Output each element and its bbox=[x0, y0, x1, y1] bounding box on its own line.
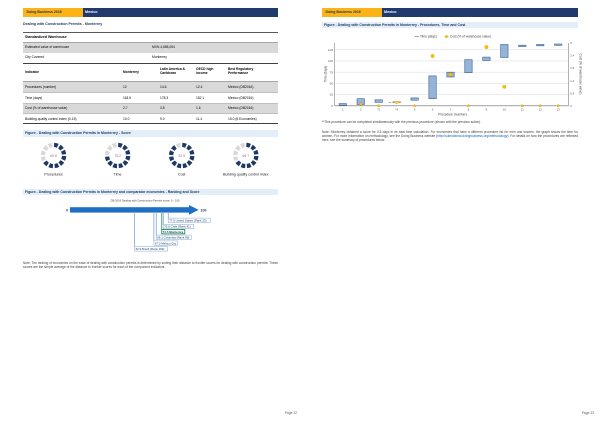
svg-text:0: 0 bbox=[570, 104, 572, 108]
svg-text:2.4: 2.4 bbox=[570, 54, 575, 58]
svg-text:125: 125 bbox=[328, 48, 333, 52]
svg-text:Cost (% of warehouse value): Cost (% of warehouse value) bbox=[579, 54, 583, 95]
svg-text:1.2: 1.2 bbox=[570, 79, 575, 83]
svg-text:69.6: 69.6 bbox=[50, 154, 57, 158]
svg-text:50: 50 bbox=[330, 81, 334, 85]
svg-text:1.8: 1.8 bbox=[570, 66, 575, 70]
svg-text:74.5 Monterrey: 74.5 Monterrey bbox=[163, 230, 184, 234]
svg-text:100: 100 bbox=[328, 59, 333, 63]
svg-text:3: 3 bbox=[570, 41, 572, 45]
svg-text:0.6: 0.6 bbox=[570, 91, 575, 95]
svg-text:12: 12 bbox=[539, 107, 543, 111]
svg-text:*3: *3 bbox=[377, 107, 380, 111]
svg-text:8: 8 bbox=[468, 107, 470, 111]
svg-text:75.6 Chile (Rank 41): 75.6 Chile (Rank 41) bbox=[164, 225, 191, 229]
svg-text:*4: *4 bbox=[395, 107, 398, 111]
svg-text:92.9: 92.9 bbox=[178, 154, 185, 158]
svg-text:66.7: 66.7 bbox=[242, 154, 249, 158]
svg-text:DB 2016 Dealing with Construct: DB 2016 Dealing with Construction Permit… bbox=[111, 199, 180, 203]
svg-text:13: 13 bbox=[557, 107, 561, 111]
svg-text:75: 75 bbox=[330, 70, 334, 74]
svg-text:10: 10 bbox=[503, 107, 507, 111]
svg-text:Cost: Cost bbox=[178, 173, 185, 177]
svg-text:52.9 Brazil (Rank 169): 52.9 Brazil (Rank 169) bbox=[136, 247, 165, 251]
svg-text:5: 5 bbox=[414, 107, 416, 111]
svg-text:67.0 Mexico City: 67.0 Mexico City bbox=[155, 241, 177, 245]
svg-text:1: 1 bbox=[342, 107, 344, 111]
svg-text:Time (days): Time (days) bbox=[420, 35, 437, 39]
svg-text:Procedure (number): Procedure (number) bbox=[438, 112, 467, 116]
svg-text:0: 0 bbox=[66, 208, 68, 212]
svg-text:Cost (% of warehouse value): Cost (% of warehouse value) bbox=[450, 35, 491, 39]
svg-text:9: 9 bbox=[486, 107, 488, 111]
svg-text:Time: Time bbox=[114, 173, 122, 177]
svg-text:7: 7 bbox=[450, 107, 452, 111]
svg-text:Building quality control index: Building quality control index bbox=[223, 173, 269, 177]
svg-text:Procedures: Procedures bbox=[44, 173, 63, 177]
svg-text:77.0 United States (Rank 33): 77.0 United States (Rank 33) bbox=[169, 219, 206, 223]
svg-text:Time (days): Time (days) bbox=[324, 66, 328, 83]
svg-text:2: 2 bbox=[360, 107, 362, 111]
svg-text:25: 25 bbox=[330, 93, 334, 97]
svg-text:100: 100 bbox=[201, 208, 207, 212]
svg-text:6: 6 bbox=[432, 107, 434, 111]
svg-text:69.1 Colombia (Rank 89): 69.1 Colombia (Rank 89) bbox=[157, 236, 189, 240]
svg-text:75.2: 75.2 bbox=[114, 154, 121, 158]
svg-text:0: 0 bbox=[331, 104, 333, 108]
svg-text:11: 11 bbox=[521, 107, 524, 111]
